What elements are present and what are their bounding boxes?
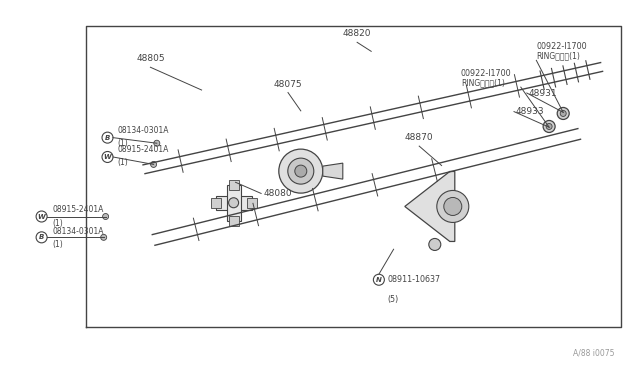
Polygon shape [404, 171, 455, 241]
Circle shape [288, 158, 314, 184]
Text: (1): (1) [52, 219, 63, 228]
Polygon shape [228, 180, 239, 190]
Polygon shape [211, 198, 221, 208]
Text: RINGリング(1): RINGリング(1) [536, 51, 580, 60]
Text: N: N [376, 277, 382, 283]
Text: W: W [104, 154, 111, 160]
Text: 00922-I1700: 00922-I1700 [461, 69, 511, 78]
Circle shape [546, 124, 552, 129]
Text: 08915-2401A: 08915-2401A [117, 145, 168, 154]
Text: 08134-0301A: 08134-0301A [52, 227, 104, 236]
Circle shape [543, 121, 555, 132]
Text: 08915-2401A: 08915-2401A [52, 205, 104, 214]
Text: 48820: 48820 [343, 29, 371, 38]
Polygon shape [227, 185, 241, 221]
Text: 00922-I1700: 00922-I1700 [536, 42, 587, 51]
Circle shape [279, 149, 323, 193]
Text: 48080: 48080 [263, 189, 292, 198]
Text: B: B [105, 135, 110, 141]
Text: 48075: 48075 [274, 80, 302, 89]
Text: 48870: 48870 [405, 133, 433, 142]
Polygon shape [216, 196, 252, 210]
Text: RINGリング(1): RINGリング(1) [461, 78, 505, 87]
Text: (5): (5) [387, 295, 399, 304]
Polygon shape [323, 163, 343, 179]
Text: (1): (1) [117, 158, 128, 167]
Text: 08911-10637: 08911-10637 [387, 275, 440, 284]
Circle shape [228, 198, 239, 208]
Circle shape [295, 165, 307, 177]
Text: 48805: 48805 [136, 54, 164, 63]
Text: (1): (1) [117, 139, 128, 148]
Circle shape [102, 214, 109, 219]
Circle shape [557, 108, 569, 119]
Circle shape [150, 161, 157, 167]
Circle shape [429, 238, 441, 250]
Circle shape [100, 234, 107, 240]
Text: B: B [39, 234, 44, 240]
Text: W: W [38, 214, 45, 219]
Text: 48931: 48931 [529, 89, 557, 97]
Circle shape [560, 110, 566, 116]
Text: 48933: 48933 [516, 107, 545, 116]
Text: A/88 i0075: A/88 i0075 [573, 348, 614, 357]
Polygon shape [246, 198, 257, 208]
Text: (1): (1) [52, 240, 63, 249]
Circle shape [154, 140, 160, 146]
Circle shape [436, 190, 468, 222]
Polygon shape [228, 216, 239, 226]
Circle shape [444, 198, 462, 215]
Text: 08134-0301A: 08134-0301A [117, 126, 168, 135]
